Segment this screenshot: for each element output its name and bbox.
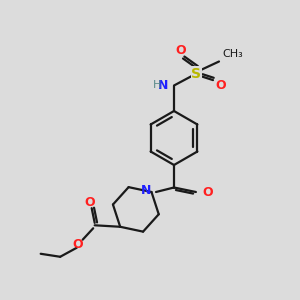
- Text: CH₃: CH₃: [222, 49, 243, 59]
- Text: O: O: [216, 79, 226, 92]
- Text: N: N: [141, 184, 152, 197]
- Text: H: H: [153, 80, 161, 90]
- Text: N: N: [158, 79, 169, 92]
- Text: S: S: [191, 67, 202, 80]
- Text: O: O: [202, 185, 213, 199]
- Text: O: O: [72, 238, 83, 251]
- Text: O: O: [175, 44, 186, 57]
- Text: O: O: [85, 196, 95, 209]
